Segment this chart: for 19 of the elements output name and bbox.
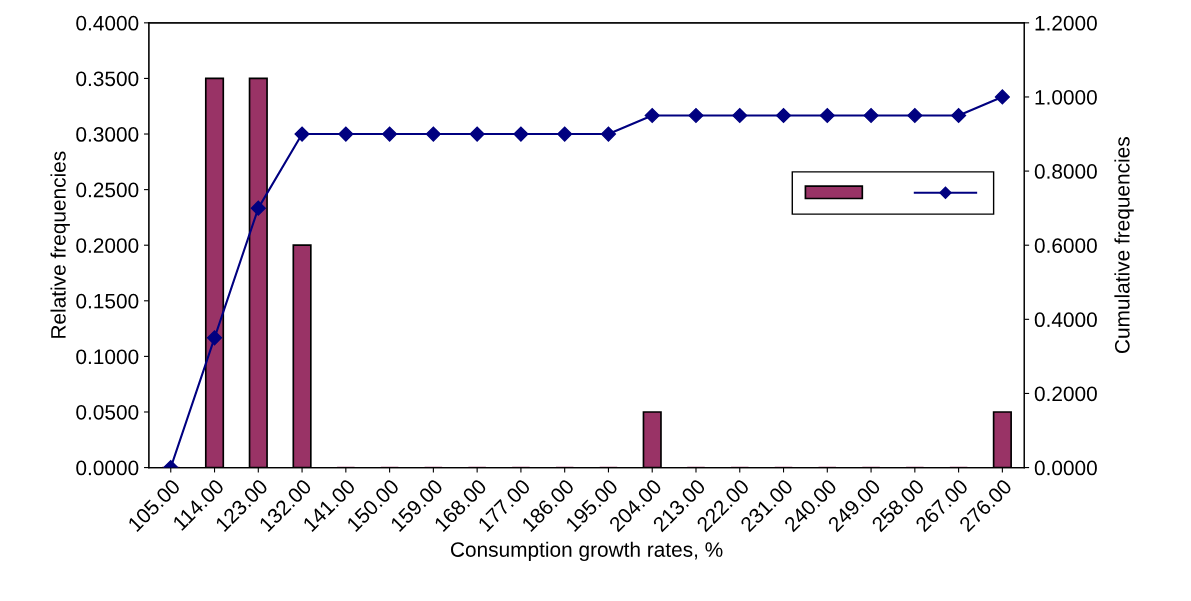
y2-tick-label: 0.8000 — [1034, 164, 1097, 179]
y-tick-label: 0.2500 — [76, 182, 139, 198]
y2-tick-label: 0.6000 — [1034, 238, 1097, 253]
y-tick-label: 0.3000 — [76, 127, 139, 142]
y2-tick-label: 1.0000 — [1035, 89, 1097, 105]
y-tick-label: 0.3500 — [76, 71, 139, 87]
x-axis-title: Consumption growth rates, % — [451, 541, 723, 562]
y2-tick-label: 1.2000 — [1035, 15, 1097, 31]
y-tick-label: 0.1500 — [76, 293, 139, 309]
y-tick-label: 0.0500 — [76, 404, 139, 420]
y-tick-label: 0.2000 — [76, 238, 139, 253]
y-axis-title: Relative frequencies — [50, 151, 70, 338]
y-tick-label: 0.1000 — [76, 349, 139, 365]
y-tick-label: 0.4000 — [76, 15, 139, 31]
y2-axis-title: Cumulative frequencies — [1114, 137, 1134, 353]
y2-tick-label: 0.2000 — [1034, 386, 1097, 402]
y-tick-label: 0.0000 — [76, 460, 139, 476]
y2-tick-label: 0.4000 — [1034, 312, 1097, 328]
y2-tick-label: 0.0000 — [1034, 460, 1097, 476]
